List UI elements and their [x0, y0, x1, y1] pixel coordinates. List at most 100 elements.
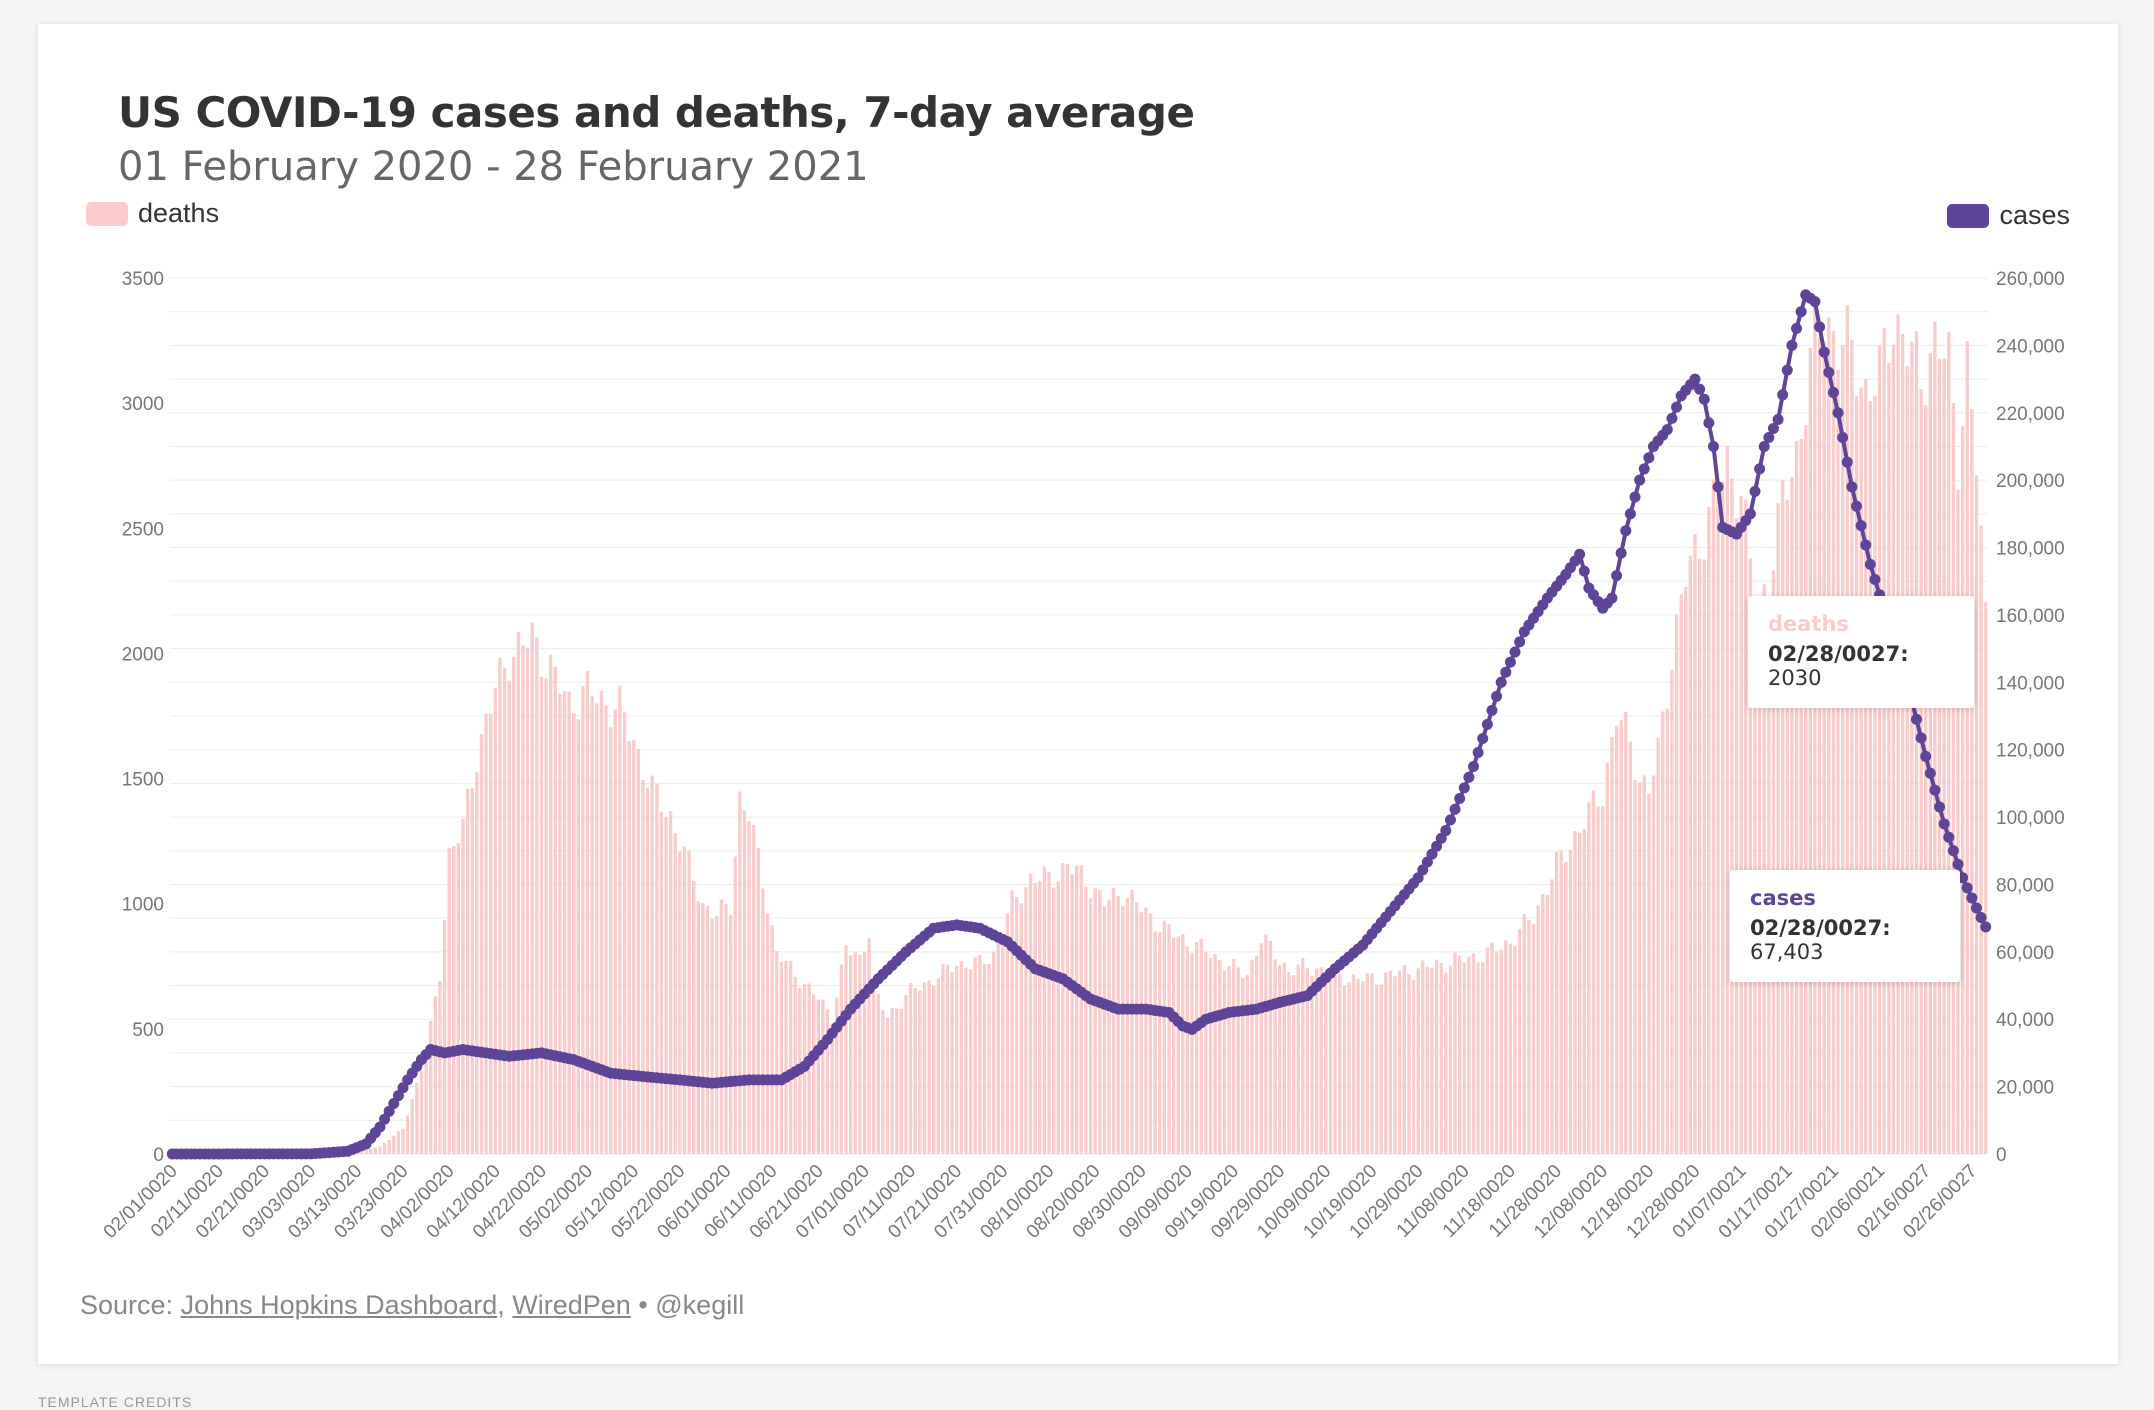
deaths-bar	[697, 901, 700, 1154]
deaths-bar	[475, 772, 478, 1154]
deaths-bar	[1633, 780, 1636, 1154]
deaths-bar	[567, 692, 570, 1154]
tooltip-cases-date: 02/28/0027:	[1750, 916, 1891, 940]
cases-point	[1671, 402, 1682, 413]
deaths-bar	[1153, 931, 1156, 1154]
cases-point	[1459, 782, 1470, 793]
cases-point	[1851, 501, 1862, 512]
deaths-bar	[1910, 342, 1913, 1154]
y-right-tick-label: 220,000	[1996, 404, 2065, 425]
cases-point	[1819, 347, 1830, 358]
y-right-tick-label: 0	[1996, 1145, 2007, 1166]
deaths-bar	[1947, 332, 1950, 1154]
template-credits[interactable]: TEMPLATE CREDITS	[38, 1394, 192, 1410]
deaths-bar	[1209, 958, 1212, 1154]
cases-point	[1773, 414, 1784, 425]
deaths-bar	[1204, 952, 1207, 1154]
source-link-wiredpen[interactable]: WiredPen	[512, 1290, 631, 1320]
deaths-bar	[521, 645, 524, 1154]
deaths-bar	[734, 857, 737, 1154]
cases-point	[1745, 508, 1756, 519]
cases-point	[1943, 832, 1954, 843]
deaths-bar	[1813, 307, 1816, 1154]
cases-point	[1505, 657, 1516, 668]
deaths-bar	[563, 691, 566, 1154]
cases-point	[1828, 387, 1839, 398]
cases-point	[1809, 296, 1820, 307]
deaths-bar	[678, 852, 681, 1154]
deaths-bar	[1943, 358, 1946, 1154]
deaths-bar	[1200, 939, 1203, 1154]
deaths-bar	[1610, 737, 1613, 1154]
deaths-bar	[1624, 712, 1627, 1154]
deaths-bar	[1047, 872, 1050, 1154]
cases-point	[1473, 747, 1484, 758]
deaths-bar	[1652, 776, 1655, 1154]
cases-point	[1703, 417, 1714, 428]
deaths-bar	[1167, 924, 1170, 1154]
y-left-tick-label: 3000	[122, 394, 164, 415]
deaths-bar	[1149, 913, 1152, 1154]
deaths-bar	[854, 952, 857, 1154]
source-link-johns-hopkins[interactable]: Johns Hopkins Dashboard	[181, 1290, 498, 1320]
deaths-bar	[1444, 972, 1447, 1154]
deaths-bar	[1827, 317, 1830, 1154]
deaths-bar	[535, 637, 538, 1154]
deaths-bar	[1809, 348, 1812, 1154]
deaths-bar	[1117, 896, 1120, 1154]
deaths-bar	[1573, 831, 1576, 1154]
deaths-bar	[1901, 334, 1904, 1154]
deaths-bar	[1467, 957, 1470, 1154]
deaths-bar	[1352, 974, 1355, 1154]
deaths-bar	[1449, 966, 1452, 1154]
deaths-bar	[1384, 972, 1387, 1154]
cases-point	[1837, 432, 1848, 443]
deaths-bar	[1140, 912, 1143, 1154]
cases-point	[1463, 772, 1474, 783]
deaths-bar	[577, 719, 580, 1154]
deaths-bar	[1693, 534, 1696, 1154]
cases-point	[1934, 801, 1945, 812]
deaths-bar	[503, 668, 506, 1154]
cases-point	[1980, 921, 1991, 932]
deaths-bar	[517, 632, 520, 1154]
deaths-bar	[1906, 366, 1909, 1154]
deaths-bar	[1329, 973, 1332, 1154]
deaths-bar	[1093, 888, 1096, 1154]
deaths-bar	[388, 1140, 391, 1154]
cases-point	[1782, 365, 1793, 376]
deaths-bar	[1873, 396, 1876, 1154]
deaths-bar	[1550, 879, 1553, 1154]
deaths-bar	[1666, 709, 1669, 1154]
deaths-bar	[955, 966, 958, 1154]
deaths-bar	[415, 1083, 418, 1154]
deaths-bar	[1629, 742, 1632, 1154]
cases-point	[1630, 492, 1641, 503]
cases-point	[1749, 486, 1760, 497]
tooltip-cases-name: cases	[1750, 886, 1940, 910]
deaths-bar	[1961, 426, 1964, 1154]
deaths-bar	[1915, 331, 1918, 1154]
deaths-bar	[447, 848, 450, 1154]
deaths-bar	[1066, 864, 1069, 1154]
deaths-bar	[600, 691, 603, 1154]
deaths-bar	[1799, 439, 1802, 1154]
deaths-bar	[1144, 907, 1147, 1154]
cases-point	[1814, 321, 1825, 332]
cases-point	[1606, 593, 1617, 604]
deaths-bar	[992, 952, 995, 1154]
deaths-bar	[1495, 951, 1498, 1154]
deaths-bar	[1583, 829, 1586, 1154]
deaths-bar	[374, 1148, 377, 1154]
y-right-tick-label: 100,000	[1996, 808, 2065, 829]
deaths-bar	[1569, 850, 1572, 1154]
deaths-bar	[554, 667, 557, 1154]
deaths-bar	[1213, 954, 1216, 1154]
cases-point	[1634, 475, 1645, 486]
cases-point	[1796, 306, 1807, 317]
deaths-bar	[1061, 863, 1064, 1154]
deaths-bar	[369, 1148, 372, 1154]
y-left-tick-label: 2000	[122, 644, 164, 665]
deaths-bar	[909, 983, 912, 1154]
y-right-tick-label: 160,000	[1996, 606, 2065, 627]
